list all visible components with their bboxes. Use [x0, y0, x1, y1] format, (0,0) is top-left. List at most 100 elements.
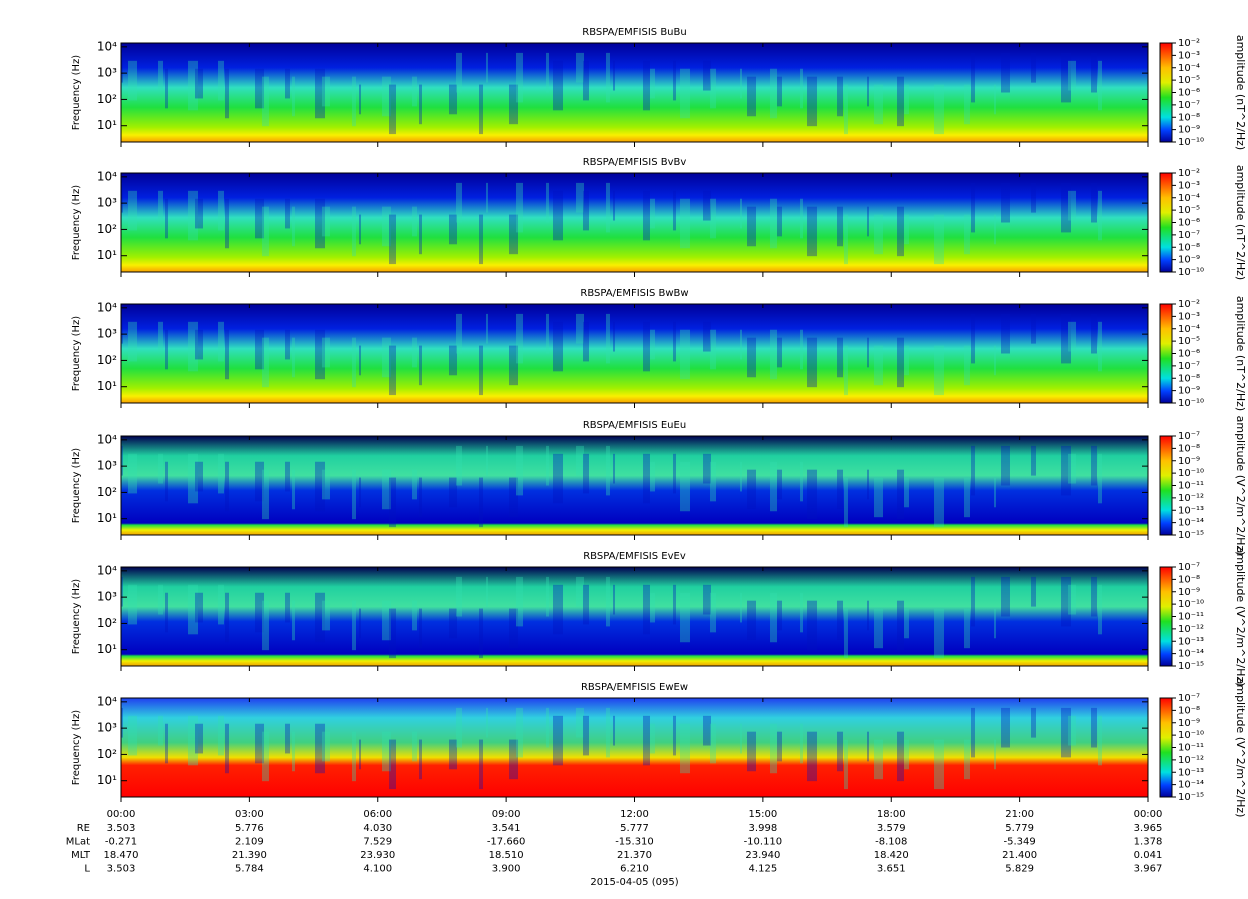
spectrogram-texture — [553, 190, 563, 241]
spectrogram-texture — [456, 313, 462, 354]
spectrogram-texture — [576, 52, 584, 83]
spectrogram-texture — [680, 723, 690, 774]
spectrogram-texture — [576, 445, 584, 476]
spectrogram-texture — [650, 723, 655, 754]
spectrogram-texture — [195, 198, 203, 229]
colorbar-tick-label: 10⁻⁷ — [1178, 100, 1200, 111]
colorbar-tick-label: 10⁻¹³ — [1178, 767, 1204, 778]
spectrogram-texture — [613, 584, 615, 615]
y-tick-label: 10⁴ — [97, 563, 117, 577]
colorbar-tick-label: 10⁻⁵ — [1178, 75, 1200, 86]
ephemeris-value: 21.400 — [1002, 850, 1037, 861]
spectrogram-texture — [449, 214, 457, 245]
colorbar-tick-label: 10⁻⁴ — [1178, 63, 1200, 74]
ephemeris-value: 5.784 — [235, 864, 264, 875]
ephemeris-value: 5.829 — [1005, 864, 1034, 875]
spectrogram-texture — [710, 461, 716, 502]
date-label: 2015-04-05 (095) — [590, 877, 678, 888]
spectrogram-texture — [255, 329, 264, 370]
spectrogram-texture — [994, 739, 996, 770]
spectrogram-texture — [255, 198, 264, 239]
y-tick-label: 10³ — [97, 590, 117, 604]
spectrogram-texture — [1031, 313, 1036, 344]
colorbar-tick-label: 10⁻¹⁰ — [1178, 398, 1204, 409]
spectrogram-texture — [195, 723, 203, 754]
spectrogram-texture — [121, 52, 123, 83]
colorbar-tick-label: 10⁻⁸ — [1178, 112, 1200, 123]
spectrogram-texture — [315, 68, 325, 119]
spectrogram-texture — [225, 461, 229, 512]
spectrogram-texture — [971, 707, 975, 758]
ephemeris-value: 3.579 — [877, 823, 906, 834]
spectrogram-texture — [867, 469, 869, 500]
spectrogram-texture — [218, 321, 224, 362]
spectrogram-texture — [285, 723, 290, 754]
spectrogram-texture — [897, 76, 904, 127]
spectrogram-texture — [650, 198, 655, 229]
colorbar-tick-label: 10⁻¹⁵ — [1178, 530, 1204, 541]
colorbar-tick-label: 10⁻¹¹ — [1178, 612, 1204, 623]
spectrogram-texture — [546, 52, 549, 93]
spectrogram-texture — [867, 206, 869, 237]
spectrogram-texture — [583, 715, 589, 756]
y-tick-label: 10¹ — [97, 511, 117, 525]
ephemeris-value: 3.965 — [1134, 823, 1163, 834]
spectrogram-texture — [255, 68, 264, 109]
spectrogram-texture — [218, 453, 224, 494]
spectrogram-texture — [1091, 313, 1097, 354]
colorbar-tick-label: 10⁻⁴ — [1178, 193, 1200, 204]
panel-title: RBSPA/EMFISIS BwBw — [580, 288, 688, 299]
spectrogram-texture — [867, 600, 869, 631]
spectrogram-texture — [285, 592, 290, 623]
spectrogram-texture — [419, 477, 422, 518]
y-tick-label: 10² — [97, 616, 117, 630]
spectrogram-texture — [315, 723, 325, 774]
spectrogram-texture — [844, 608, 848, 659]
colorbar-label: amplitude (V^2/m^2/Hz) — [1234, 678, 1247, 818]
spectrogram-texture — [352, 76, 356, 127]
spectrogram-texture — [292, 337, 295, 378]
spectrogram-texture — [449, 477, 457, 508]
y-axis-label: Frequency (Hz) — [71, 579, 82, 655]
spectrogram-texture — [897, 731, 904, 782]
ephemeris-value: 3.651 — [877, 864, 906, 875]
spectrogram-texture — [292, 76, 295, 117]
spectrogram-texture — [449, 345, 457, 376]
x-tick-label: 09:00 — [492, 809, 521, 820]
spectrogram-texture — [606, 52, 610, 103]
spectrogram-texture — [964, 608, 970, 649]
spectrogram-texture — [770, 329, 777, 380]
colorbar-tick-label: 10⁻⁷ — [1178, 361, 1200, 372]
spectrogram-texture — [770, 461, 777, 512]
y-tick-label: 10¹ — [97, 118, 117, 132]
spectrogram-texture — [971, 313, 975, 364]
spectrogram-texture — [1068, 453, 1076, 484]
spectrogram-texture — [359, 608, 361, 639]
y-tick-label: 10⁴ — [97, 432, 117, 446]
spectrogram-texture — [777, 600, 782, 631]
spectrogram-texture — [449, 608, 457, 639]
spectrogram-texture — [994, 608, 996, 639]
spectrogram-texture — [770, 198, 777, 249]
spectrogram-texture — [934, 345, 944, 396]
spectrogram-texture — [315, 198, 325, 249]
colorbar-tick-label: 10⁻⁹ — [1178, 587, 1200, 598]
y-tick-label: 10² — [97, 222, 117, 236]
ephemeris-value: 3.503 — [107, 823, 136, 834]
spectrogram-texture — [322, 469, 330, 500]
spectrogram-texture — [165, 461, 168, 502]
spectrogram-texture — [412, 600, 417, 631]
spectrogram-texture — [837, 600, 843, 641]
colorbar-tick-label: 10⁻⁹ — [1178, 255, 1200, 266]
spectrogram-texture — [643, 60, 650, 111]
y-tick-label: 10³ — [97, 459, 117, 473]
spectrogram-texture — [419, 84, 422, 125]
ephemeris-value: 5.776 — [235, 823, 264, 834]
panel-title: RBSPA/EMFISIS EwEw — [581, 682, 688, 693]
spectrogram-texture — [553, 584, 563, 635]
spectrogram-texture — [1001, 445, 1010, 486]
spectrogram-texture — [419, 345, 422, 386]
spectrogram-texture — [509, 739, 518, 780]
spectrogram-texture — [389, 739, 396, 790]
spectrogram-texture — [546, 313, 549, 354]
